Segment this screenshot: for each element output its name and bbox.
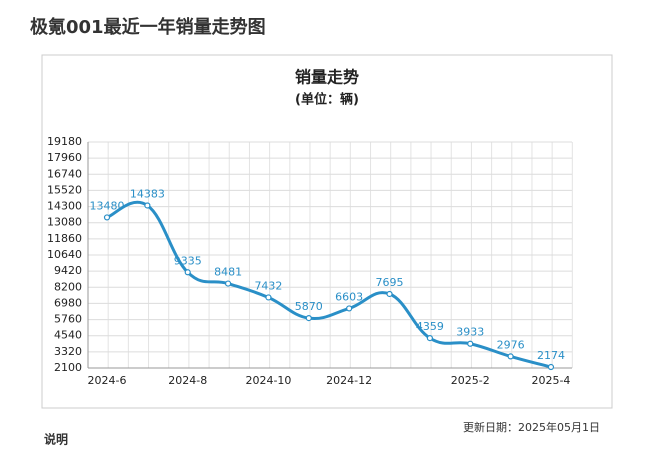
data-label: 4359 (416, 320, 444, 333)
y-tick-label: 5760 (54, 313, 82, 326)
y-tick-label: 9420 (54, 264, 82, 277)
point (144, 202, 151, 209)
x-tick-label: 2024-8 (168, 374, 207, 387)
y-tick-label: 17960 (47, 151, 82, 164)
data-label: 13480 (90, 199, 125, 212)
chart-title: 销量走势 (295, 68, 359, 87)
x-tick-label: 2024-10 (245, 374, 291, 387)
note-heading: 说明 (44, 432, 68, 447)
point (103, 214, 111, 221)
y-tick-label: 14300 (47, 200, 82, 213)
data-label: 2976 (497, 338, 525, 351)
point (547, 363, 555, 371)
x-tick-label: 2024-6 (88, 374, 127, 387)
point (184, 269, 191, 276)
y-tick-label: 4540 (54, 329, 82, 342)
y-tick-label: 11860 (47, 232, 82, 245)
x-tick-label: 2025-4 (531, 374, 570, 387)
data-label: 6603 (335, 290, 363, 303)
y-tick-label: 15520 (47, 183, 82, 196)
page-title: 极氪001最近一年销量走势图 (30, 16, 266, 38)
point (426, 335, 433, 342)
point (305, 315, 312, 322)
y-tick-label: 6980 (54, 296, 82, 309)
y-tick-label: 8200 (54, 280, 82, 293)
data-label: 7695 (376, 276, 404, 289)
x-tick-label: 2024-12 (326, 374, 372, 387)
data-label: 2174 (537, 349, 565, 362)
data-label: 5870 (295, 300, 323, 313)
point (265, 294, 272, 301)
x-tick-label: 2025-2 (451, 374, 490, 387)
y-tick-label: 10640 (47, 248, 82, 261)
point (507, 353, 514, 360)
data-label: 3933 (456, 326, 484, 339)
data-label: 8481 (214, 266, 242, 279)
y-tick-label: 19180 (47, 135, 82, 148)
y-tick-label: 16740 (47, 167, 82, 180)
y-tick-label: 13080 (47, 216, 82, 229)
data-label: 7432 (254, 279, 282, 292)
update-date: 更新日期：2025年05月1日 (463, 420, 600, 434)
point (224, 280, 232, 287)
chart-frame (41, 54, 613, 409)
point (346, 305, 353, 312)
point (467, 340, 474, 347)
y-tick-label: 2100 (54, 361, 82, 374)
y-tick-label: 3320 (54, 345, 82, 358)
point (386, 290, 393, 298)
data-label: 9335 (174, 254, 202, 267)
data-label: 14383 (130, 187, 165, 200)
chart-subtitle: (单位：辆) (295, 92, 359, 108)
